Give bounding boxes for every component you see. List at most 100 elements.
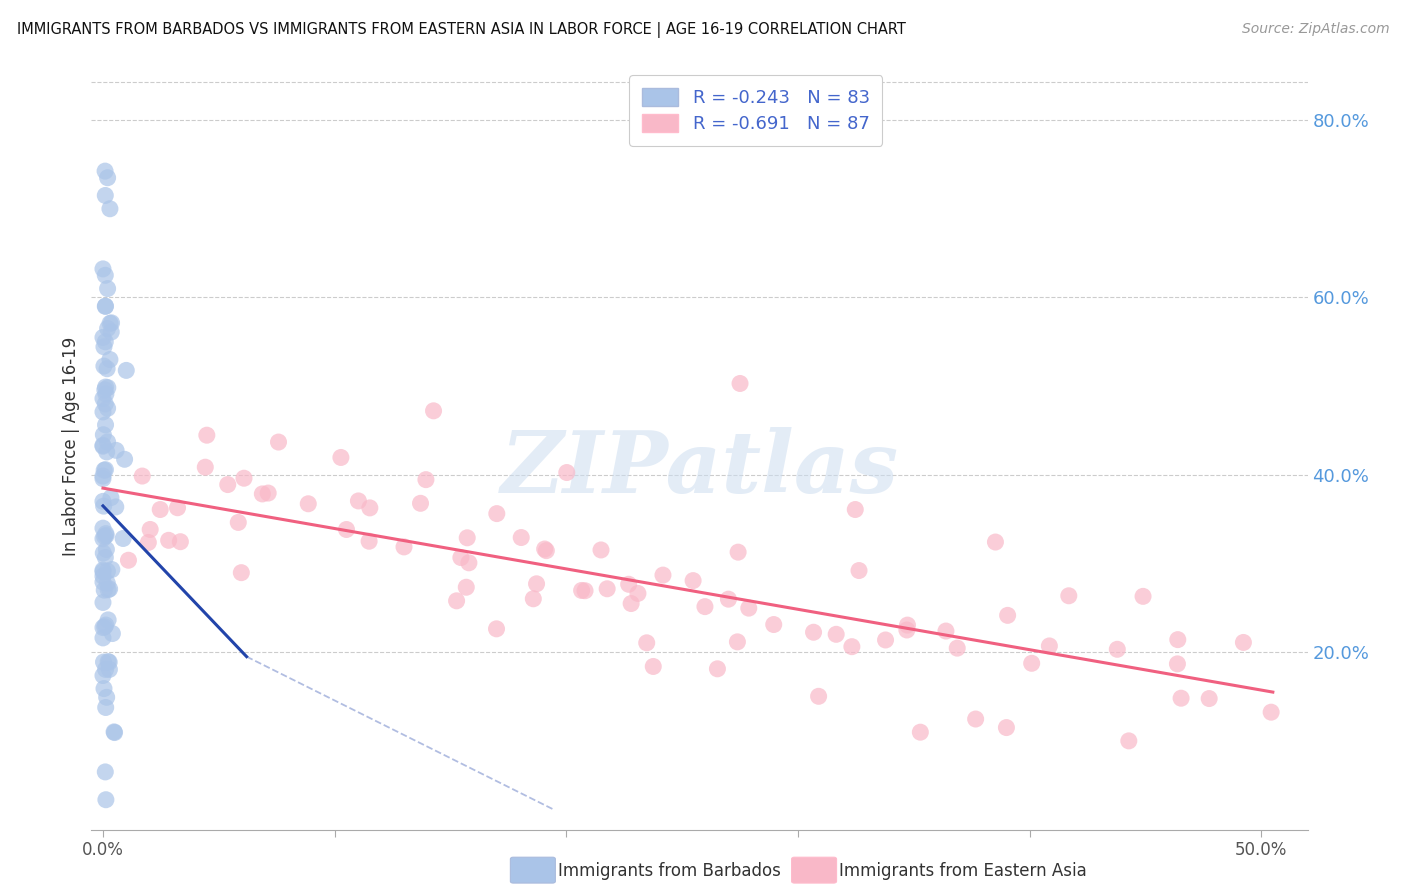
Point [1038, 639, 1060, 653]
Point [359, 534, 381, 549]
Point [91, 472, 114, 486]
Point [94, 618, 117, 632]
Point [536, 543, 558, 558]
Point [94, 380, 117, 394]
Point [728, 376, 751, 391]
Point [422, 404, 444, 418]
Point [415, 473, 437, 487]
Point [166, 500, 188, 515]
Point [97, 381, 120, 395]
Point [101, 626, 124, 640]
Point [1057, 589, 1080, 603]
Point [97, 321, 120, 335]
Point [522, 591, 544, 606]
Point [94, 188, 117, 202]
Point [825, 627, 848, 641]
Text: IMMIGRANTS FROM BARBADOS VS IMMIGRANTS FROM EASTERN ASIA IN LABOR FORCE | AGE 16: IMMIGRANTS FROM BARBADOS VS IMMIGRANTS F… [17, 22, 905, 38]
Point [347, 494, 370, 508]
Point [93, 583, 115, 598]
Point [533, 541, 555, 556]
Point [98, 582, 121, 596]
Point [94, 528, 117, 542]
Point [100, 325, 122, 339]
Point [97, 582, 120, 597]
Text: Immigrants from Eastern Asia: Immigrants from Eastern Asia [839, 862, 1087, 880]
Point [91, 438, 114, 452]
Point [946, 641, 969, 656]
Point [596, 582, 619, 596]
Point [139, 523, 162, 537]
Point [96, 361, 118, 376]
Point [169, 534, 191, 549]
Point [93, 340, 115, 354]
Point [727, 545, 749, 559]
Point [93, 681, 115, 696]
Text: Immigrants from Barbados: Immigrants from Barbados [558, 862, 782, 880]
Point [738, 601, 761, 615]
Point [1166, 657, 1188, 671]
Point [1260, 705, 1282, 719]
Point [131, 469, 153, 483]
Point [94, 299, 117, 313]
Point [1198, 691, 1220, 706]
Point [91, 569, 114, 583]
Point [94, 417, 117, 432]
Point [101, 562, 124, 576]
Point [94, 550, 117, 565]
Point [844, 502, 866, 516]
Point [96, 576, 118, 591]
Point [91, 575, 114, 590]
Point [446, 594, 468, 608]
Point [94, 526, 117, 541]
Point [93, 530, 115, 544]
Point [848, 564, 870, 578]
Point [1232, 635, 1254, 649]
Point [807, 690, 830, 704]
Point [91, 668, 114, 682]
Text: Source: ZipAtlas.com: Source: ZipAtlas.com [1241, 22, 1389, 37]
Point [91, 521, 114, 535]
Point [252, 487, 274, 501]
Point [94, 793, 117, 807]
Point [841, 640, 863, 654]
Point [627, 586, 650, 600]
Point [94, 764, 117, 779]
Point [965, 712, 987, 726]
Point [96, 542, 118, 557]
Point [717, 592, 740, 607]
Point [94, 268, 117, 283]
Point [100, 316, 122, 330]
Point [636, 636, 658, 650]
Point [105, 443, 128, 458]
Point [226, 516, 249, 530]
Point [97, 401, 120, 416]
Point [1118, 734, 1140, 748]
Point [526, 576, 548, 591]
Point [297, 497, 319, 511]
Point [910, 725, 932, 739]
Point [195, 428, 218, 442]
Point [117, 553, 139, 567]
Point [706, 662, 728, 676]
Point [91, 469, 114, 483]
Point [97, 282, 120, 296]
Point [104, 500, 127, 514]
Point [620, 597, 643, 611]
Point [995, 721, 1018, 735]
Point [91, 532, 114, 546]
Point [91, 261, 114, 276]
Point [93, 499, 115, 513]
Point [329, 450, 352, 465]
Point [91, 439, 114, 453]
Point [93, 655, 115, 669]
Point [96, 445, 118, 459]
Point [93, 620, 115, 634]
Point [94, 463, 117, 477]
Point [97, 170, 120, 185]
Point [392, 540, 415, 554]
Point [94, 387, 117, 401]
Point [97, 434, 120, 449]
Point [456, 531, 478, 545]
Point [617, 577, 640, 591]
Point [896, 618, 918, 632]
